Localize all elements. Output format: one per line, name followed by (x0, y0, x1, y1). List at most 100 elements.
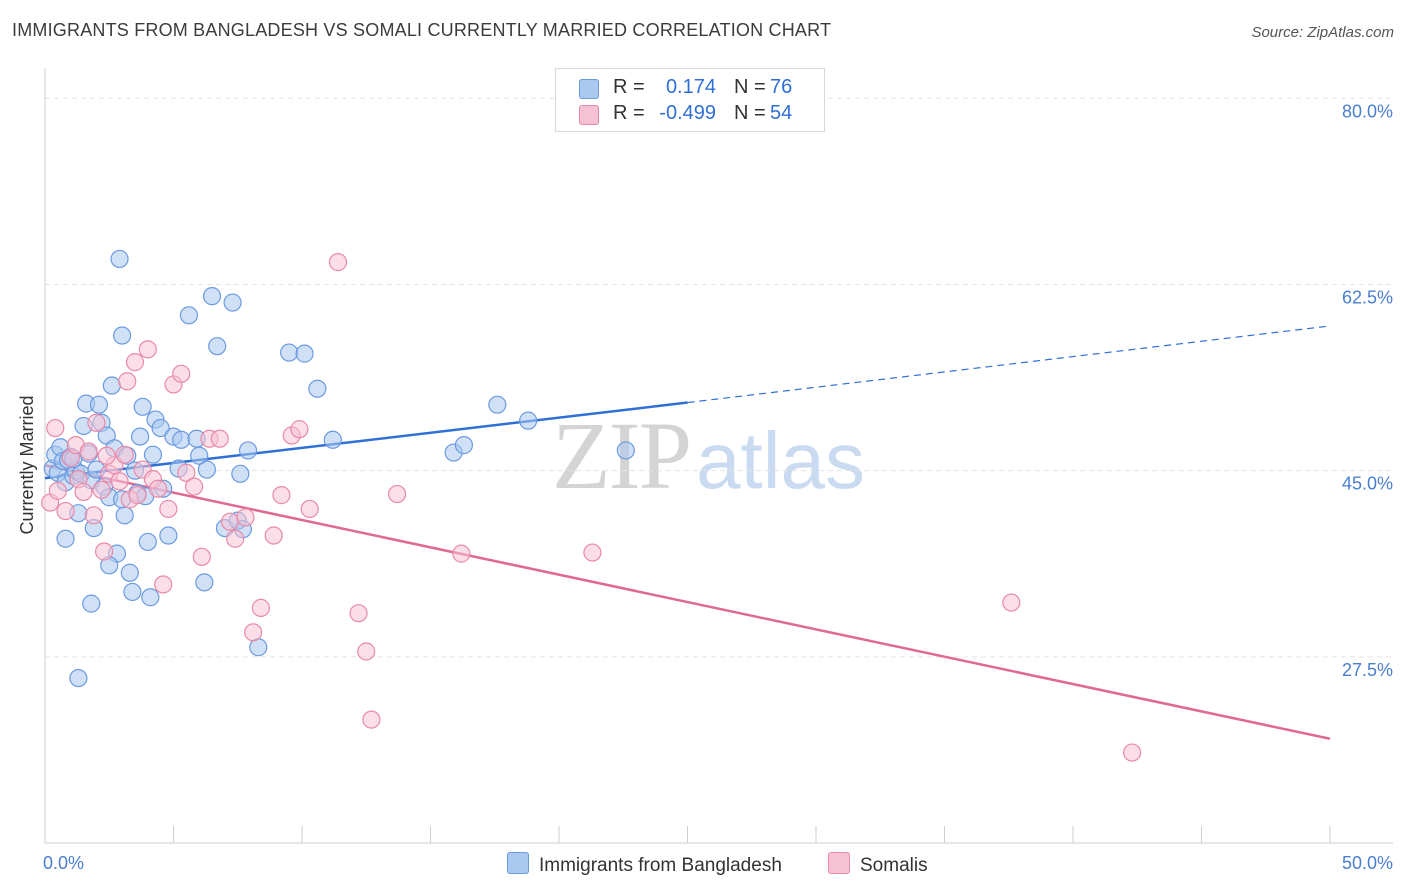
point-somalis (387, 484, 407, 504)
point-bangladesh (123, 582, 142, 602)
legend-n-label: N = (734, 102, 766, 124)
point-somalis (328, 253, 348, 272)
point-somalis (46, 418, 65, 438)
point-bangladesh (112, 326, 132, 345)
point-bangladesh (82, 594, 101, 613)
point-somalis (56, 501, 75, 521)
point-bangladesh (195, 573, 214, 592)
point-bangladesh (323, 430, 342, 449)
point-bangladesh (130, 427, 150, 446)
point-somalis (236, 508, 255, 527)
trend-lines (44, 325, 1331, 740)
point-somalis (110, 472, 129, 491)
point-somalis (1123, 743, 1142, 762)
point-somalis (118, 372, 137, 391)
point-somalis (115, 445, 134, 464)
axis-labels: 27.5% 45.0% 62.5% 80.0% 0.0% 50.0% Currently M… (17, 101, 1393, 873)
trend-line-bangladesh-projection (687, 325, 1331, 404)
point-bangladesh (519, 411, 538, 430)
x-tick-label: 50.0% (1342, 853, 1393, 873)
y-axis-title: Currently Married (17, 395, 37, 534)
point-somalis (583, 543, 602, 562)
point-bangladesh (89, 395, 109, 414)
point-somalis (84, 506, 103, 525)
chart-title: IMMIGRANTS FROM BANGLADESH VS SOMALI CUR… (12, 20, 832, 40)
point-somalis (357, 642, 376, 661)
point-bangladesh (159, 526, 178, 545)
point-bangladesh (295, 344, 314, 363)
legend-r-label: R = (613, 76, 645, 98)
source-credit: Source: ZipAtlas.com (1251, 24, 1394, 41)
point-somalis (87, 413, 106, 432)
point-somalis (97, 446, 116, 465)
point-somalis (244, 623, 263, 642)
point-somalis (452, 544, 471, 563)
point-bangladesh (138, 532, 157, 552)
point-somalis (95, 542, 114, 561)
point-bangladesh (56, 529, 75, 548)
point-bangladesh (143, 445, 163, 464)
point-bangladesh (208, 337, 227, 356)
point-somalis (290, 420, 309, 439)
point-somalis (128, 486, 147, 505)
point-somalis (210, 429, 229, 448)
watermark-atlas: atlas (696, 416, 865, 505)
legend-r-label: R = (613, 102, 645, 124)
point-bangladesh (69, 668, 88, 688)
y-tick-label: 45.0% (1342, 474, 1393, 494)
point-bangladesh (308, 379, 327, 398)
point-somalis (172, 364, 191, 383)
point-somalis (184, 477, 204, 496)
legend-r-value: 0.174 (665, 76, 716, 98)
point-bangladesh (488, 395, 507, 414)
legend-n-value: 54 (770, 102, 793, 124)
point-somalis (1002, 593, 1021, 612)
point-bangladesh (238, 441, 258, 460)
point-bangladesh (133, 397, 152, 416)
point-somalis (79, 442, 98, 461)
legend-swatch-bangladesh (579, 79, 599, 99)
bottom-legend-label: Somalis (860, 855, 928, 876)
legend-swatch-somalis (579, 105, 599, 125)
point-somalis (92, 480, 111, 499)
point-somalis (159, 499, 178, 519)
watermark: ZIPatlas (552, 400, 865, 511)
bottom-legend-somalis[interactable]: Somalis (828, 852, 928, 877)
point-bangladesh (197, 460, 217, 479)
correlation-legend: R = 0.174 N = 76 R = -0.499 N = 54 (555, 68, 825, 132)
legend-n-label: N = (734, 76, 766, 98)
point-somalis (264, 526, 283, 545)
bottom-legend-swatch-somalis (828, 852, 850, 874)
trend-line-bangladesh (44, 401, 688, 480)
point-bangladesh (231, 464, 250, 483)
point-bangladesh (202, 287, 222, 306)
point-somalis (349, 604, 368, 623)
legend-r-value: -0.499 (659, 102, 716, 124)
point-bangladesh (151, 418, 170, 438)
point-bangladesh (172, 430, 191, 449)
point-somalis (125, 353, 145, 372)
data-points (41, 249, 1142, 762)
point-bangladesh (454, 436, 474, 455)
bottom-legend-swatch-bangladesh (507, 852, 529, 874)
x-tick-label: 0.0% (43, 853, 84, 873)
point-somalis (192, 547, 211, 566)
point-somalis (48, 481, 67, 500)
y-tick-label: 62.5% (1342, 287, 1393, 307)
y-tick-label: 80.0% (1342, 101, 1393, 121)
point-somalis (177, 463, 196, 482)
point-bangladesh (102, 376, 121, 395)
point-somalis (220, 512, 240, 531)
point-somalis (362, 710, 381, 729)
point-somalis (138, 340, 157, 359)
bottom-legend-label: Immigrants from Bangladesh (539, 855, 782, 876)
legend-n-value: 76 (770, 76, 793, 98)
bottom-legend-bangladesh[interactable]: Immigrants from Bangladesh (507, 852, 782, 877)
axes (44, 68, 1393, 844)
point-somalis (74, 482, 93, 502)
gridlines (45, 97, 1393, 658)
point-bangladesh (110, 249, 129, 269)
point-bangladesh (141, 588, 160, 607)
point-bangladesh (179, 306, 199, 325)
